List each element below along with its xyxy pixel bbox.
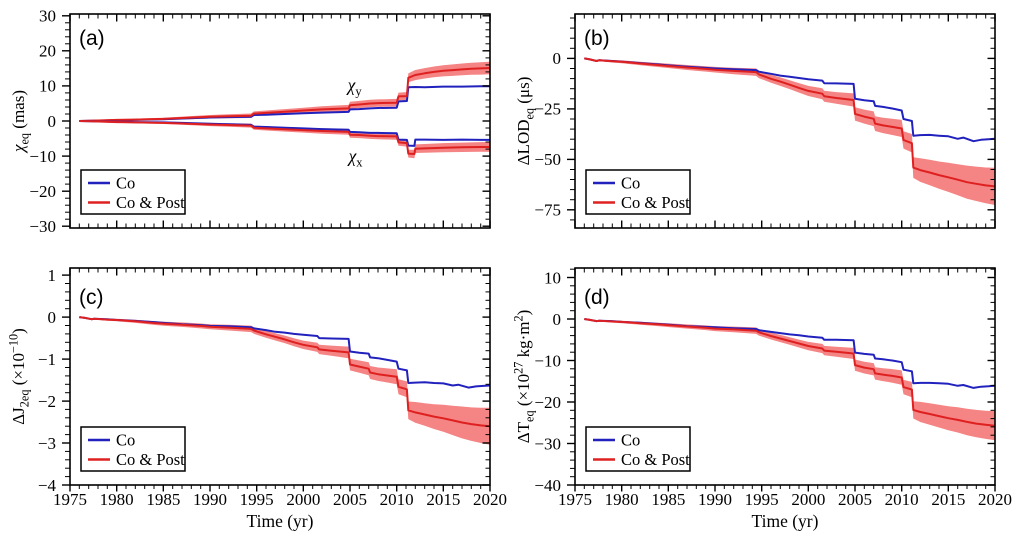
series-line-trace-co-post: [584, 318, 996, 427]
y-tick-label: 0: [48, 308, 57, 327]
legend-box: [585, 169, 691, 215]
x-tick-label: 2010: [885, 490, 919, 509]
y-tick-label: 10: [544, 268, 561, 287]
y-tick-label: −2: [38, 392, 56, 411]
y-tick-label: −20: [534, 393, 561, 412]
x-tick-label: 1985: [146, 490, 180, 509]
y-tick-label: −30: [29, 217, 56, 236]
x-axis-label: Time (yr): [752, 511, 819, 531]
series-line-lod-co-post: [584, 57, 996, 188]
y-tick-label: 0: [48, 112, 57, 131]
uncertainty-band-j2-co-post: [79, 316, 491, 445]
x-tick-label: 2005: [333, 490, 367, 509]
x-tick-label: 1980: [605, 490, 639, 509]
y-tick-label: 10: [39, 77, 56, 96]
legend-label: Co & Post: [621, 450, 690, 469]
legend-label: Co: [621, 431, 640, 450]
legend-label: Co: [116, 431, 135, 450]
panel-d: −40 −30 −20 −10 0 10 1975 1980 1985 1990 1995 2000 2…: [512, 267, 1012, 531]
y-tick-label: 20: [39, 42, 56, 61]
x-tick-label: 1980: [100, 490, 134, 509]
x-tick-label: 1990: [698, 490, 732, 509]
x-tick-label: 2020: [473, 490, 507, 509]
y-tick-label: −25: [534, 100, 561, 119]
legend-box: [80, 426, 186, 472]
uncertainty-band-lod-co-post: [584, 57, 995, 205]
panel-tag: (a): [79, 27, 105, 50]
panel-frame: [69, 267, 491, 486]
annotation-χy: χy: [346, 75, 363, 99]
uncertainty-band-trace-co-post: [584, 318, 995, 441]
x-tick-label: 1985: [651, 490, 685, 509]
legend-label: Co & Post: [116, 450, 185, 469]
y-tick-label: −20: [29, 182, 56, 201]
x-axis-label: Time (yr): [247, 511, 314, 531]
y-tick-label: −4: [38, 476, 57, 495]
y-tick-label: 0: [553, 310, 562, 329]
series-line-chi-x-co: [79, 120, 490, 147]
y-tick-label: −10: [29, 147, 56, 166]
legend-box: [585, 426, 691, 472]
y-tick-label: 1: [48, 266, 57, 285]
x-tick-label: 1995: [745, 490, 779, 509]
x-tick-label: 2010: [380, 490, 414, 509]
y-tick-label: −30: [534, 434, 561, 453]
x-tick-label: 2005: [838, 490, 872, 509]
y-axis-label: ΔLODeq (μs): [514, 77, 537, 166]
legend-label: Co & Post: [116, 193, 185, 212]
x-tick-label: 2000: [791, 490, 825, 509]
panel-tag: (c): [79, 286, 104, 309]
y-tick-label: −10: [534, 351, 561, 370]
y-tick-label: −50: [534, 150, 561, 169]
x-tick-label: 1975: [558, 490, 592, 509]
y-axis-label: ΔTeq (×1027 kg·m2): [512, 310, 537, 444]
panel-tag: (d): [584, 286, 610, 309]
y-axis-label: χeq (mas): [9, 90, 32, 154]
x-tick-label: 2015: [931, 490, 965, 509]
series-line-chi-y-co-post: [79, 67, 491, 122]
legend-label: Co: [116, 174, 135, 193]
y-axis-label: ΔJ2eq (×10−10): [7, 328, 32, 425]
y-tick-label: 30: [39, 7, 56, 26]
panel-c: −4 −3 −2 −1 0 1 1975 1980 1985 1990 1995 2000 2005 20…: [7, 266, 508, 531]
x-tick-label: 1995: [240, 490, 274, 509]
panel-frame: [574, 267, 996, 486]
x-tick-label: 2020: [978, 490, 1012, 509]
legend-label: Co: [621, 174, 640, 193]
series-line-lod-co: [584, 57, 996, 143]
panel-tag: (b): [584, 27, 610, 50]
legend-label: Co & Post: [621, 193, 690, 212]
series-line-j2-co: [79, 316, 491, 389]
x-tick-label: 2000: [286, 490, 320, 509]
x-tick-label: 1990: [193, 490, 227, 509]
y-tick-label: 0: [553, 49, 562, 68]
series-line-chi-y-co: [79, 85, 490, 122]
panel-frame: [574, 13, 996, 229]
y-tick-label: −1: [38, 350, 56, 369]
y-tick-label: −40: [534, 476, 561, 495]
series-line-chi-x-co-post: [79, 120, 490, 155]
legend-box: [80, 169, 186, 215]
x-tick-label: 2015: [426, 490, 460, 509]
series-line-trace-co: [584, 318, 996, 389]
y-tick-label: −75: [534, 201, 561, 220]
annotation-χx: χx: [347, 146, 364, 170]
uncertainty-band-chi-y-co-post: [79, 61, 491, 122]
x-tick-label: 1975: [53, 490, 87, 509]
y-tick-label: −3: [38, 434, 56, 453]
series-line-j2-co-post: [79, 316, 491, 428]
